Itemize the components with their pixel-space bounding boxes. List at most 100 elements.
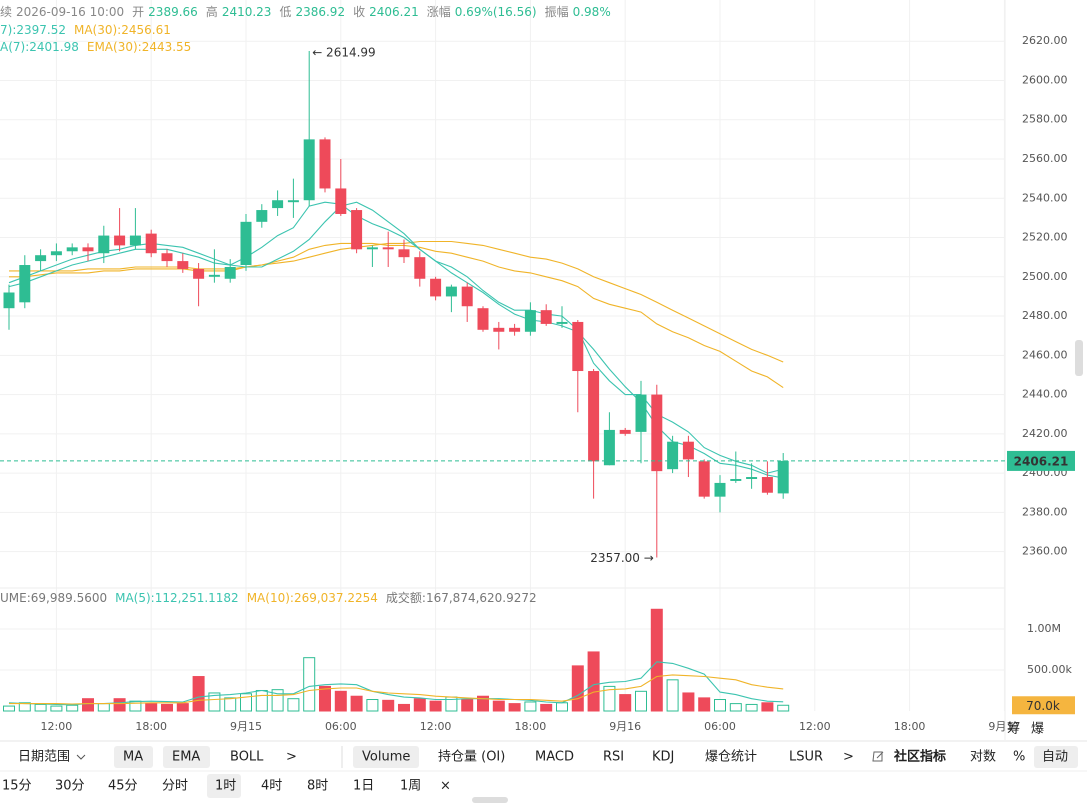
community-indicators[interactable]: 社区指标: [893, 749, 946, 765]
header-label: 收: [353, 5, 365, 19]
last-price-tag: [1007, 450, 1075, 471]
volume-bar: [192, 676, 205, 712]
volume-bar: [556, 702, 568, 712]
y-tick-label: 2560.00: [1022, 152, 1068, 165]
candle-body: [682, 441, 694, 460]
candle-body: [272, 200, 284, 209]
candle-body: [572, 321, 584, 372]
indicator-button[interactable]: BOLL: [230, 750, 264, 765]
header-label: 高: [206, 4, 218, 19]
interval-button[interactable]: 45分: [108, 779, 138, 794]
candle-body: [746, 477, 758, 479]
candle-body: [714, 482, 726, 497]
header-label: 开: [132, 5, 144, 19]
interval-button[interactable]: 4时: [261, 779, 282, 794]
x-tick-label: 12:00: [420, 720, 452, 733]
candle-body: [445, 286, 457, 297]
log-button[interactable]: 对数: [970, 750, 996, 765]
indicator-button[interactable]: Volume: [362, 750, 410, 765]
volume-bar: [635, 690, 647, 712]
candle-body: [619, 429, 631, 434]
date-range[interactable]: 日期范围: [18, 750, 70, 765]
candle-body: [161, 253, 173, 262]
interval-button[interactable]: 8时: [307, 779, 328, 794]
volume-bar: [224, 697, 237, 712]
volume-bar: [287, 698, 300, 712]
volume-bar: [366, 699, 379, 712]
indicator-button[interactable]: 爆仓统计: [705, 750, 757, 765]
indicator-line: [9, 674, 784, 705]
volume-bar: [82, 698, 94, 712]
header-value: 2026-09-16 10:00: [16, 5, 124, 19]
candle-body: [335, 188, 347, 214]
volume-bar: [255, 689, 268, 712]
axis-button[interactable]: 爆: [1031, 722, 1044, 737]
candle-body: [256, 210, 268, 222]
interval-button[interactable]: 30分: [55, 779, 85, 794]
pill: [1034, 746, 1078, 768]
candle-body: [398, 249, 410, 258]
indicator-line: [9, 240, 784, 363]
x-tick-label: 9月17: [988, 720, 1020, 733]
volume-bar: [571, 665, 584, 712]
volume-bar: [650, 608, 663, 712]
legend-item: A(7):2401.98: [0, 40, 79, 54]
indicator-button[interactable]: KDJ: [652, 750, 674, 765]
volume-bar: [666, 679, 679, 712]
pill: [353, 746, 419, 768]
volume-bar: [524, 701, 537, 712]
header-label: 涨幅: [427, 4, 451, 19]
x-tick-label: 06:00: [325, 720, 357, 733]
header-value: 0.69%(16.56): [455, 5, 537, 19]
indicator-button[interactable]: RSI: [603, 750, 624, 765]
indicator-button[interactable]: 持仓量 (OI): [438, 750, 505, 765]
close-button[interactable]: ×: [440, 779, 451, 794]
indicator-button[interactable]: MACD: [535, 750, 574, 765]
auto-button[interactable]: 自动: [1042, 750, 1068, 765]
dropdown-icon: [76, 754, 86, 760]
percent-button[interactable]: %: [1013, 750, 1025, 765]
volume-bar: [429, 700, 442, 712]
more-button[interactable]: >: [843, 750, 854, 765]
header-value: 2386.92: [295, 5, 345, 19]
volume-bar: [619, 694, 632, 712]
indicator-button[interactable]: MA: [123, 750, 143, 765]
volume-bar: [50, 705, 63, 712]
legend: 7):2397.52 MA(30):2456.61: [0, 23, 171, 37]
candle-body: [193, 268, 205, 279]
y-tick-label: 2360.00: [1022, 545, 1068, 558]
y-tick-label: 2600.00: [1022, 73, 1068, 86]
drawer-handle[interactable]: [472, 797, 508, 803]
candle-body: [667, 441, 679, 470]
volume-bar: [682, 692, 695, 712]
header-label: 低: [279, 5, 291, 19]
scroll-handle[interactable]: [1075, 340, 1083, 376]
y-tick-label: 2500.00: [1022, 270, 1068, 283]
more-button[interactable]: >: [286, 750, 297, 765]
y-tick-label: 500.00k: [1027, 663, 1072, 676]
legend-item: UME:69,989.5600: [0, 591, 107, 605]
indicator-button[interactable]: EMA: [172, 750, 200, 765]
pill: [207, 774, 241, 798]
axis-button[interactable]: 筹: [1007, 721, 1020, 737]
indicator-button[interactable]: LSUR: [789, 750, 823, 765]
header: 续 2026-09-16 10:00 开 2389.66 高 2410.23 低 2386.9…: [0, 4, 611, 19]
volume-bar: [66, 704, 79, 712]
interval-button[interactable]: 1周: [400, 779, 421, 794]
volume-bar: [382, 699, 395, 712]
volume-bar: [398, 703, 410, 712]
interval-button[interactable]: 15分: [2, 779, 32, 794]
legend-item: MA(30):2456.61: [74, 23, 171, 37]
candle-body: [177, 261, 189, 269]
volume-bar: [319, 685, 331, 712]
candle-body: [224, 266, 236, 279]
interval-button[interactable]: 分时: [162, 779, 188, 794]
indicator-line: [9, 242, 784, 389]
candle-body: [351, 210, 363, 250]
interval-button[interactable]: 1日: [353, 779, 374, 794]
volume-bar: [587, 651, 600, 712]
candle-body: [382, 247, 394, 250]
interval-button-active[interactable]: 1时: [215, 779, 236, 794]
candle-body: [477, 308, 489, 330]
candle-body: [319, 139, 331, 189]
